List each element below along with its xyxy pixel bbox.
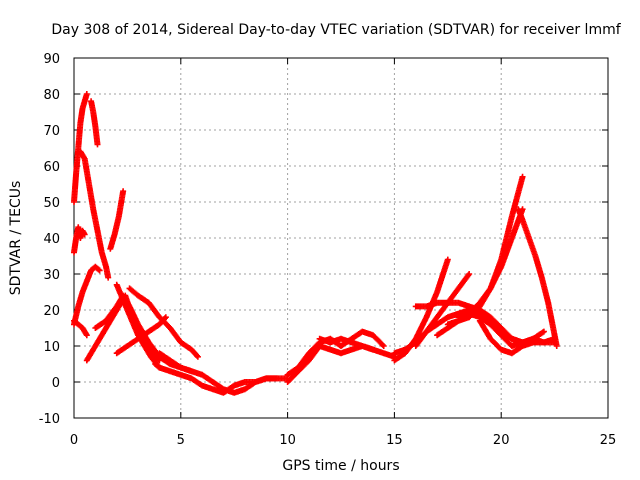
y-tick-label: 30 [43, 268, 60, 283]
data-point [162, 314, 169, 321]
x-tick-label: 10 [279, 433, 296, 448]
data-point [519, 173, 526, 180]
x-tick-label: 20 [493, 433, 510, 448]
y-tick-label: 40 [43, 232, 60, 247]
y-tick-label: 50 [43, 196, 60, 211]
series-arc-23 [444, 173, 526, 328]
series-arc-17 [316, 335, 398, 360]
series-arc-1 [71, 224, 88, 256]
series-arc-27 [498, 328, 558, 346]
data-point [553, 343, 560, 349]
x-tick-label: 25 [600, 433, 617, 448]
x-tick-label: 15 [386, 433, 403, 448]
data-point [83, 332, 90, 339]
data-point [155, 356, 162, 363]
y-tick-label: 90 [43, 52, 60, 67]
y-tick-label: 20 [43, 304, 60, 319]
data-point [380, 343, 387, 349]
data-point [551, 335, 558, 342]
data-point [96, 267, 103, 274]
y-tick-label: 70 [43, 124, 60, 139]
series-arc-14 [156, 350, 280, 396]
series-arc-12 [126, 285, 201, 360]
series-arc-7 [71, 317, 90, 339]
data-point [444, 256, 451, 263]
y-tick-label: 0 [52, 376, 60, 391]
series-arc-18 [391, 256, 451, 364]
y-tick-label: -10 [39, 412, 60, 427]
y-tick-label: 60 [43, 160, 60, 175]
data-point [273, 375, 280, 382]
data-point [120, 188, 127, 195]
data-point [466, 271, 473, 277]
data-point [540, 328, 547, 335]
series-arc-26 [515, 206, 560, 349]
data-point [379, 341, 386, 348]
x-axis-label: GPS time / hours [282, 458, 399, 474]
series-arc-5 [107, 188, 127, 252]
data-point [156, 357, 163, 364]
axis-ticks: 0 5 10 15 20 25 -10 0 10 20 30 40 50 60 70 80 90 [39, 52, 617, 448]
series-arc-10 [113, 281, 163, 364]
y-tick-label: 10 [43, 340, 60, 355]
y-axis-label: SDTVAR / TECUs [8, 181, 24, 296]
data-series [71, 91, 560, 396]
data-point [194, 353, 201, 360]
data-point [81, 231, 88, 238]
series-arc-3 [77, 148, 112, 281]
data-point [105, 274, 112, 281]
y-tick-label: 80 [43, 88, 60, 103]
data-point [83, 91, 90, 97]
x-tick-label: 0 [70, 433, 78, 448]
series-arc-4 [88, 98, 101, 148]
x-tick-label: 5 [177, 433, 185, 448]
data-point [95, 266, 102, 273]
data-point [193, 352, 200, 359]
series-arc-6 [71, 263, 103, 328]
data-point [94, 141, 101, 148]
chart-title: Day 308 of 2014, Sidereal Day-to-day VTE… [51, 22, 621, 38]
